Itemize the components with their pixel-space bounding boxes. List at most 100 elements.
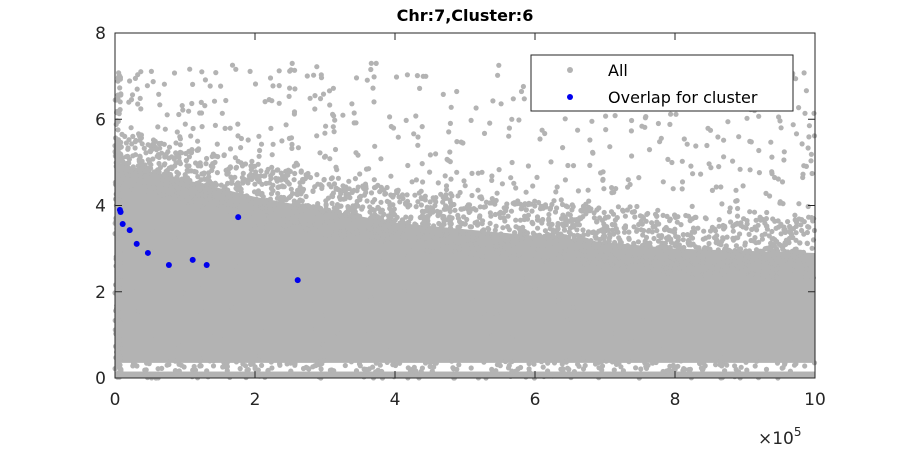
all-point <box>342 188 348 194</box>
all-point <box>551 198 557 204</box>
all-point <box>631 209 638 215</box>
all-point <box>774 360 781 366</box>
all-point <box>655 207 661 213</box>
all-point <box>204 204 210 210</box>
all-point <box>601 225 607 231</box>
all-point <box>314 203 320 209</box>
all-point <box>387 202 393 208</box>
all-point <box>182 172 188 178</box>
all-point <box>729 263 735 269</box>
all-point <box>198 363 204 369</box>
all-point <box>252 81 259 87</box>
all-point <box>253 204 259 210</box>
all-point <box>702 246 708 252</box>
all-point <box>481 130 488 136</box>
all-point <box>196 285 202 291</box>
all-point <box>603 358 609 364</box>
all-point <box>438 232 444 238</box>
all-point <box>637 213 644 219</box>
all-point <box>166 144 173 150</box>
all-point <box>576 222 583 228</box>
all-point <box>326 88 333 94</box>
all-point <box>724 234 730 240</box>
all-point <box>223 97 229 104</box>
all-point <box>793 230 799 236</box>
all-point <box>558 197 564 203</box>
all-point <box>655 120 662 127</box>
all-point <box>259 181 265 187</box>
all-point <box>117 355 123 361</box>
all-point <box>316 374 322 380</box>
all-point <box>717 354 724 360</box>
all-point <box>345 231 352 238</box>
all-point <box>346 186 352 192</box>
all-point <box>142 185 148 191</box>
all-point <box>663 253 669 259</box>
all-point <box>255 190 261 196</box>
all-point <box>207 179 213 185</box>
all-point <box>221 152 227 158</box>
all-point <box>780 253 786 260</box>
all-point <box>707 127 714 133</box>
all-point <box>148 68 154 74</box>
all-point <box>691 253 697 259</box>
all-point <box>373 360 379 366</box>
all-point <box>455 215 461 221</box>
all-point <box>519 205 525 211</box>
all-point <box>525 242 531 248</box>
all-point <box>132 75 138 81</box>
all-point <box>153 336 159 342</box>
all-point <box>397 360 403 366</box>
all-point <box>433 151 439 157</box>
all-point <box>134 86 140 92</box>
all-point <box>132 361 138 368</box>
all-point <box>184 192 190 198</box>
all-point <box>209 153 215 160</box>
all-point <box>314 172 320 178</box>
all-point <box>186 108 192 114</box>
all-point <box>354 198 360 204</box>
all-point <box>775 248 781 254</box>
x-exponent-power: 5 <box>794 425 802 439</box>
all-point <box>270 182 276 188</box>
all-point <box>585 187 591 193</box>
all-point <box>600 177 606 183</box>
all-point <box>172 183 178 189</box>
all-point <box>790 122 796 128</box>
all-point <box>217 209 223 215</box>
all-point <box>676 289 682 295</box>
all-point <box>548 260 554 266</box>
all-point <box>229 180 235 186</box>
all-point <box>286 222 292 228</box>
all-point <box>404 72 410 78</box>
all-point <box>680 232 686 238</box>
all-point <box>448 176 454 182</box>
all-point <box>449 358 455 364</box>
all-point <box>319 313 325 319</box>
all-point <box>239 163 246 169</box>
all-point <box>407 237 413 243</box>
all-point <box>413 177 419 183</box>
all-point <box>561 227 568 233</box>
all-point <box>645 253 651 259</box>
all-dense-region <box>115 162 815 363</box>
all-point <box>440 199 446 205</box>
all-point <box>627 253 633 259</box>
all-point <box>603 113 609 119</box>
all-point <box>253 169 259 175</box>
all-point <box>135 308 141 314</box>
all-point <box>639 123 645 129</box>
all-point <box>235 158 241 164</box>
all-point <box>289 141 295 147</box>
all-point <box>689 235 696 241</box>
all-point <box>270 188 276 194</box>
all-point <box>312 106 318 112</box>
all-point <box>720 222 726 229</box>
all-point <box>289 60 295 66</box>
all-point <box>499 372 505 378</box>
all-point <box>142 173 148 179</box>
all-point <box>413 368 419 374</box>
all-point <box>195 138 201 144</box>
all-point <box>267 196 273 202</box>
all-point <box>276 68 282 74</box>
